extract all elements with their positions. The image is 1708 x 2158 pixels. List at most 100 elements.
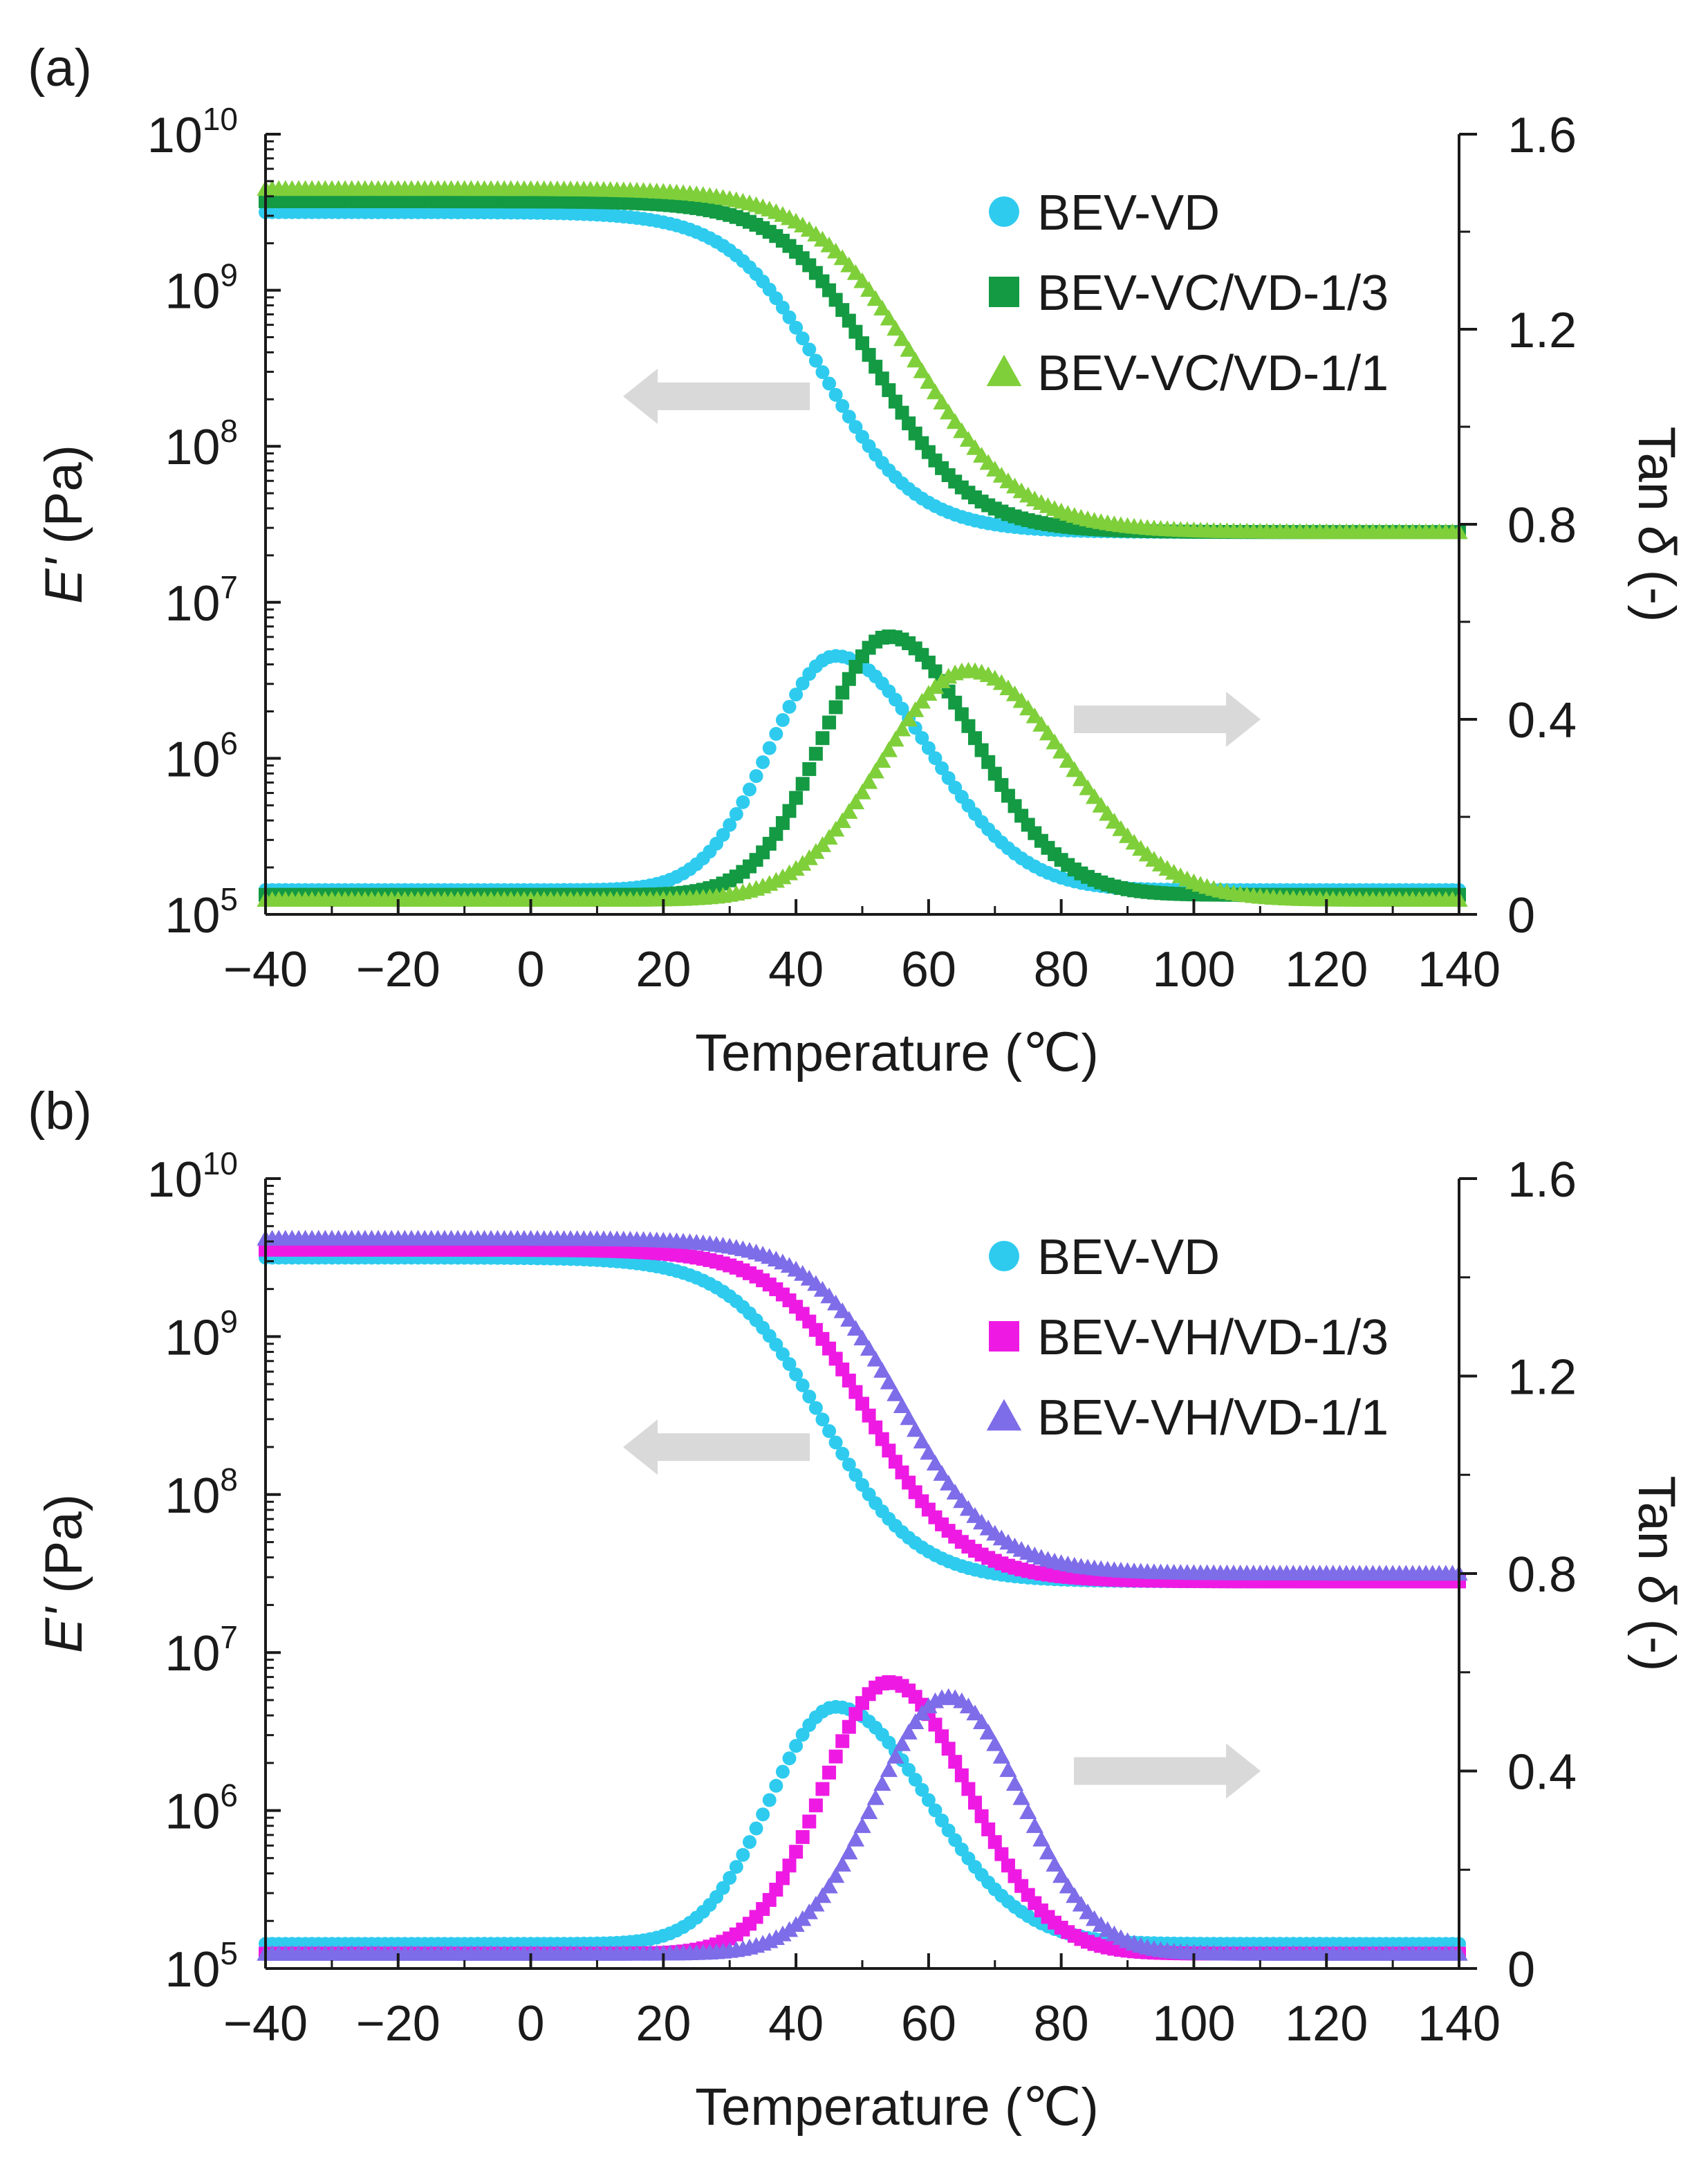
arrow-right-icon <box>1074 1743 1261 1799</box>
data-point-tan-delta <box>935 1729 949 1744</box>
x-tick-label: 0 <box>517 1996 545 2051</box>
panel-label: (a) <box>28 39 92 98</box>
left-tick-label: 105 <box>165 881 238 943</box>
data-point-tan-delta <box>921 741 936 755</box>
data-point-storage-modulus <box>789 320 804 335</box>
data-point-tan-delta <box>948 695 963 710</box>
data-point-tan-delta <box>826 820 845 837</box>
data-point-tan-delta <box>873 752 891 768</box>
data-point-tan-delta <box>807 1895 825 1912</box>
x-tick-label: 0 <box>517 942 545 997</box>
data-point-tan-delta <box>756 755 770 769</box>
data-point-tan-delta <box>866 762 884 779</box>
data-point-storage-modulus <box>926 1455 945 1470</box>
data-point-tan-delta <box>999 1761 1017 1778</box>
data-point-storage-modulus <box>835 1446 850 1461</box>
x-tick-label: 140 <box>1418 942 1501 997</box>
data-point-tan-delta <box>842 672 856 686</box>
data-point-tan-delta <box>716 1881 730 1895</box>
data-point-tan-delta <box>860 1803 878 1820</box>
data-point-tan-delta <box>1012 1789 1030 1805</box>
data-point-tan-delta <box>928 751 943 766</box>
data-point-storage-modulus <box>875 371 889 386</box>
legend-marker-triangle <box>986 354 1022 387</box>
data-point-storage-modulus <box>853 272 871 288</box>
data-point-storage-modulus <box>775 300 790 315</box>
data-point-storage-modulus <box>822 376 837 391</box>
left-tick-label: 107 <box>165 569 238 631</box>
x-tick-label: −40 <box>223 1996 308 2051</box>
right-tick-label: 0.8 <box>1507 1547 1577 1603</box>
data-point-tan-delta <box>808 746 823 761</box>
data-point-storage-modulus <box>848 1385 863 1399</box>
legend-label: BEV-VH/VD-1/3 <box>1037 1310 1389 1365</box>
data-point-storage-modulus <box>873 299 891 316</box>
data-point-tan-delta <box>954 1768 969 1782</box>
data-point-storage-modulus <box>835 398 850 413</box>
data-point-storage-modulus <box>826 1294 845 1311</box>
left-tick-label: 1010 <box>147 101 238 163</box>
data-point-tan-delta <box>1039 1843 1057 1860</box>
data-point-tan-delta <box>1052 1867 1070 1883</box>
data-point-tan-delta <box>808 1798 823 1813</box>
data-point-storage-modulus <box>866 290 884 306</box>
data-point-storage-modulus <box>888 1455 902 1469</box>
x-tick-label: −20 <box>356 942 440 997</box>
left-tick-label: 106 <box>165 1778 238 1840</box>
data-point-tan-delta <box>880 1761 898 1778</box>
x-tick-label: 20 <box>635 942 691 997</box>
data-point-tan-delta <box>907 1713 925 1729</box>
data-point-tan-delta <box>860 773 878 789</box>
data-point-tan-delta <box>795 1727 810 1742</box>
data-point-tan-delta <box>833 1856 851 1872</box>
left-tick-label: 106 <box>165 725 238 787</box>
data-point-tan-delta <box>848 660 863 674</box>
data-point-tan-delta <box>974 743 989 757</box>
x-tick-label: 120 <box>1285 942 1368 997</box>
legend: BEV-VD BEV-VH/VD-1/3 BEV-VH/VD-1/1 <box>986 1230 1389 1446</box>
data-point-tan-delta <box>979 1724 997 1740</box>
data-point-tan-delta <box>1019 699 1037 716</box>
data-point-tan-delta <box>1025 1817 1043 1834</box>
data-point-storage-modulus <box>946 1484 964 1500</box>
data-point-tan-delta <box>992 1748 1011 1764</box>
data-point-tan-delta <box>813 1887 832 1903</box>
right-tick-label: 0.4 <box>1507 1745 1577 1800</box>
data-point-tan-delta <box>893 720 911 737</box>
legend-label: BEV-VC/VD-1/3 <box>1037 266 1389 321</box>
arrow-left-icon <box>623 1419 810 1475</box>
right-tick-label: 1.6 <box>1507 1152 1577 1208</box>
data-point-tan-delta <box>782 1859 797 1873</box>
data-point-tan-delta <box>921 1793 936 1807</box>
data-point-storage-modulus <box>848 420 863 434</box>
x-tick-label: 40 <box>768 1996 824 2051</box>
y-axis-label-left: E' (Pa) <box>35 1494 93 1653</box>
data-point-tan-delta <box>840 1843 858 1860</box>
data-point-storage-modulus <box>895 405 909 420</box>
data-point-storage-modulus <box>855 1396 869 1411</box>
data-point-tan-delta <box>900 1724 918 1740</box>
data-point-storage-modulus <box>789 1367 804 1382</box>
x-tick-label: 60 <box>901 1996 956 2051</box>
data-point-storage-modulus <box>869 1420 883 1435</box>
data-point-storage-modulus <box>808 1401 823 1415</box>
data-point-tan-delta <box>853 783 871 800</box>
data-point-storage-modulus <box>860 1340 878 1356</box>
data-point-tan-delta <box>1092 796 1110 813</box>
data-point-tan-delta <box>1032 1830 1050 1847</box>
data-point-tan-delta <box>907 701 925 717</box>
data-point-tan-delta <box>1001 1859 1015 1873</box>
data-point-tan-delta <box>900 710 918 727</box>
right-tick-label: 1.6 <box>1507 108 1577 163</box>
data-point-tan-delta <box>782 699 797 714</box>
data-point-tan-delta <box>815 1782 830 1796</box>
right-tick-label: 0.8 <box>1507 498 1577 553</box>
data-point-tan-delta <box>873 1775 891 1791</box>
left-tick-label: 105 <box>165 1935 238 1998</box>
data-point-tan-delta <box>736 795 750 809</box>
data-point-tan-delta <box>749 769 763 784</box>
data-point-tan-delta <box>1066 1887 1084 1903</box>
data-point-tan-delta <box>775 713 790 728</box>
data-point-tan-delta <box>1032 715 1050 732</box>
